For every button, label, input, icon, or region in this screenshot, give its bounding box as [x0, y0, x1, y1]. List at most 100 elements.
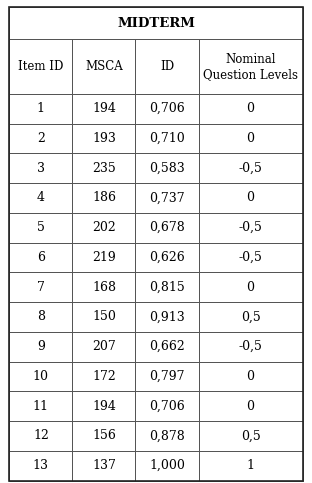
Text: 193: 193	[92, 132, 116, 145]
Text: 0,815: 0,815	[149, 281, 185, 294]
Bar	[135, 154, 198, 183]
Bar	[9, 421, 72, 451]
Bar	[198, 391, 303, 421]
Text: 137: 137	[92, 459, 116, 472]
Bar	[198, 421, 303, 451]
Text: 0,878: 0,878	[149, 429, 185, 442]
Bar	[72, 242, 135, 272]
Bar	[135, 391, 198, 421]
Bar	[9, 154, 72, 183]
Text: 0: 0	[246, 132, 255, 145]
Text: 0,710: 0,710	[149, 132, 185, 145]
Text: 3: 3	[37, 162, 45, 175]
Bar	[9, 332, 72, 362]
Text: 6: 6	[37, 251, 45, 264]
Text: 0: 0	[246, 102, 255, 115]
Text: 0,706: 0,706	[149, 102, 185, 115]
Bar	[135, 124, 198, 154]
Text: 202: 202	[92, 221, 116, 234]
Text: 168: 168	[92, 281, 116, 294]
Text: 150: 150	[92, 311, 116, 324]
Bar	[135, 183, 198, 213]
Text: 9: 9	[37, 340, 45, 353]
Text: 172: 172	[92, 370, 116, 383]
Text: 1: 1	[246, 459, 255, 472]
Text: 8: 8	[37, 311, 45, 324]
Text: 0,706: 0,706	[149, 400, 185, 412]
Text: 156: 156	[92, 429, 116, 442]
Bar	[198, 242, 303, 272]
Bar	[9, 7, 303, 40]
Text: 0,913: 0,913	[149, 311, 185, 324]
Text: -0,5: -0,5	[239, 251, 262, 264]
Bar	[135, 332, 198, 362]
Bar	[72, 183, 135, 213]
Bar	[9, 40, 72, 94]
Bar	[198, 213, 303, 242]
Text: -0,5: -0,5	[239, 162, 262, 175]
Bar	[72, 391, 135, 421]
Text: ID: ID	[160, 60, 174, 73]
Bar	[72, 124, 135, 154]
Bar	[9, 124, 72, 154]
Bar	[135, 362, 198, 391]
Bar	[198, 183, 303, 213]
Text: 5: 5	[37, 221, 45, 234]
Text: 0,5: 0,5	[241, 429, 261, 442]
Text: 0,737: 0,737	[149, 191, 185, 204]
Bar	[135, 302, 198, 332]
Text: MSCA: MSCA	[85, 60, 123, 73]
Text: 10: 10	[33, 370, 49, 383]
Bar	[135, 451, 198, 481]
Text: 13: 13	[33, 459, 49, 472]
Text: 0: 0	[246, 370, 255, 383]
Bar	[72, 302, 135, 332]
Text: 219: 219	[92, 251, 116, 264]
Bar	[9, 213, 72, 242]
Text: -0,5: -0,5	[239, 221, 262, 234]
Text: 186: 186	[92, 191, 116, 204]
Text: 0: 0	[246, 191, 255, 204]
Bar	[198, 362, 303, 391]
Text: 12: 12	[33, 429, 49, 442]
Text: 0,678: 0,678	[149, 221, 185, 234]
Text: 0,626: 0,626	[149, 251, 185, 264]
Bar	[72, 332, 135, 362]
Text: 1: 1	[37, 102, 45, 115]
Bar	[198, 332, 303, 362]
Bar	[135, 242, 198, 272]
Text: 207: 207	[92, 340, 116, 353]
Bar	[72, 451, 135, 481]
Bar	[9, 94, 72, 124]
Bar	[198, 302, 303, 332]
Bar	[72, 272, 135, 302]
Bar	[9, 183, 72, 213]
Text: MIDTERM: MIDTERM	[117, 17, 195, 30]
Text: 4: 4	[37, 191, 45, 204]
Bar	[72, 94, 135, 124]
Bar	[9, 362, 72, 391]
Text: -0,5: -0,5	[239, 340, 262, 353]
Bar	[198, 94, 303, 124]
Bar	[135, 40, 198, 94]
Text: 194: 194	[92, 400, 116, 412]
Bar	[72, 362, 135, 391]
Text: 11: 11	[33, 400, 49, 412]
Bar	[72, 40, 135, 94]
Text: 235: 235	[92, 162, 116, 175]
Text: 2: 2	[37, 132, 45, 145]
Text: 0: 0	[246, 281, 255, 294]
Text: 0: 0	[246, 400, 255, 412]
Bar	[198, 124, 303, 154]
Bar	[9, 242, 72, 272]
Bar	[135, 272, 198, 302]
Text: Nominal
Question Levels: Nominal Question Levels	[203, 53, 298, 81]
Bar	[72, 213, 135, 242]
Text: 0,5: 0,5	[241, 311, 261, 324]
Text: 7: 7	[37, 281, 45, 294]
Bar	[9, 391, 72, 421]
Text: 0,797: 0,797	[149, 370, 185, 383]
Bar	[198, 40, 303, 94]
Bar	[72, 421, 135, 451]
Bar	[198, 451, 303, 481]
